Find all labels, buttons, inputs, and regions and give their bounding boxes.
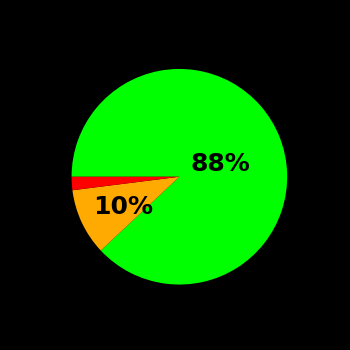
Text: 10%: 10%: [93, 195, 153, 219]
Wedge shape: [72, 177, 179, 251]
Wedge shape: [71, 177, 179, 190]
Text: 88%: 88%: [190, 152, 250, 176]
Wedge shape: [71, 69, 287, 285]
